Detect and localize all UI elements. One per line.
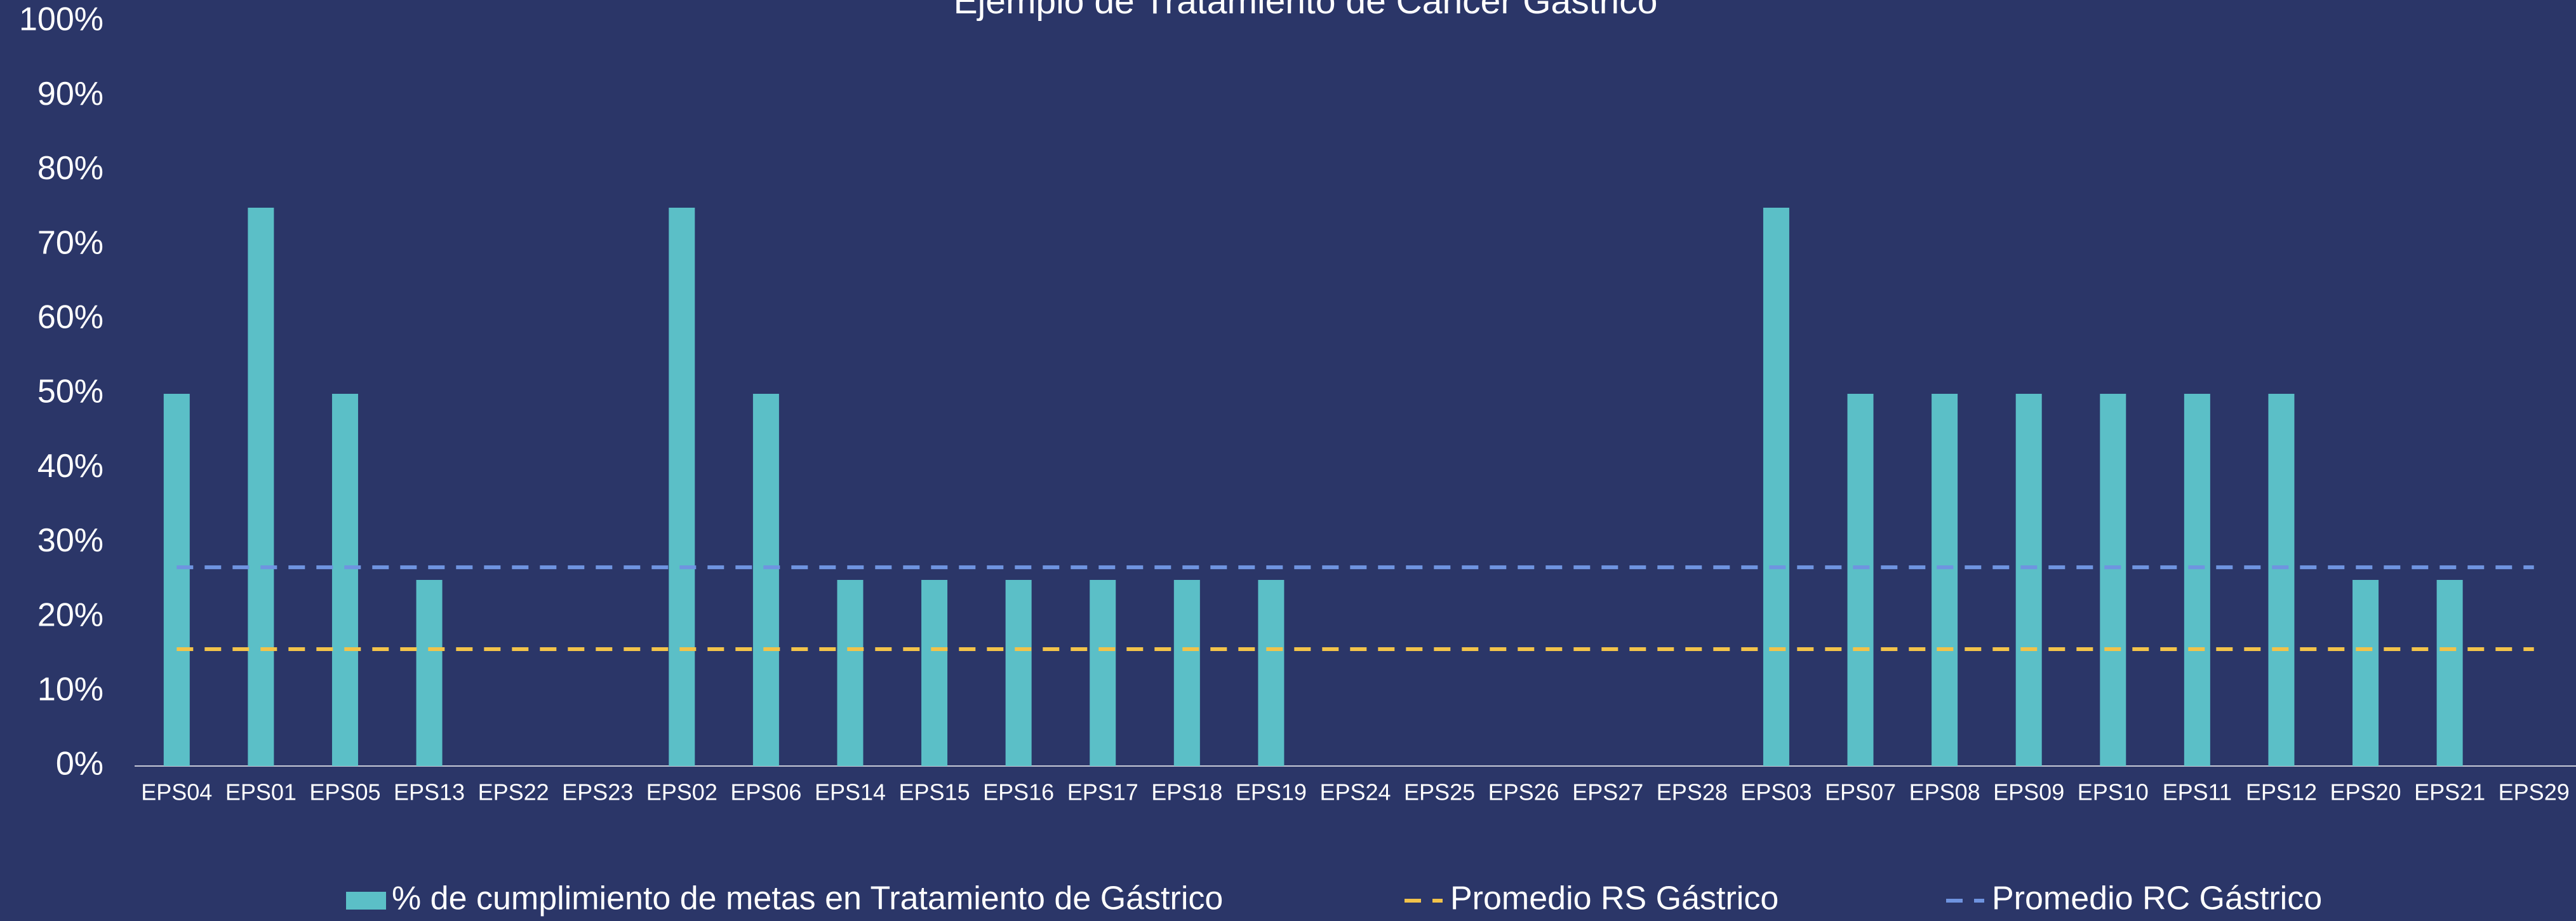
bar <box>163 394 190 766</box>
bar <box>2268 394 2295 766</box>
bar <box>1847 394 1874 766</box>
x-tick-label: EPS28 <box>1657 779 1728 805</box>
x-tick-label: EPS12 <box>2246 779 2317 805</box>
x-tick-label: EPS19 <box>1236 779 1307 805</box>
bar <box>2015 394 2042 766</box>
x-tick-label: EPS04 <box>141 779 212 805</box>
bar <box>1090 580 1116 766</box>
x-tick-label: EPS06 <box>730 779 801 805</box>
x-tick-label: EPS10 <box>2078 779 2149 805</box>
x-tick-label: EPS29 <box>2499 779 2570 805</box>
bar <box>752 394 779 766</box>
y-tick-label: 0% <box>56 746 103 783</box>
bar <box>669 208 695 766</box>
x-tick-label: EPS03 <box>1740 779 1812 805</box>
bar <box>1173 580 1200 766</box>
x-tick-label: EPS01 <box>225 779 297 805</box>
bar <box>1932 394 1958 766</box>
y-tick-label: 50% <box>37 373 103 410</box>
x-tick-label: EPS08 <box>1909 779 1980 805</box>
x-tick-label: EPS07 <box>1825 779 1896 805</box>
y-tick-label: 70% <box>37 224 103 261</box>
x-tick-label: EPS22 <box>478 779 549 805</box>
bar <box>2184 394 2210 766</box>
x-tick-label: EPS02 <box>646 779 717 805</box>
x-tick-label: EPS27 <box>1572 779 1643 805</box>
bar <box>2100 394 2126 766</box>
x-tick-label: EPS13 <box>394 779 465 805</box>
y-tick-label: 10% <box>37 671 103 708</box>
bar <box>2352 580 2379 766</box>
chart-title: Ejemplo de Tratamiento de Cáncer Gástric… <box>954 0 1658 22</box>
bar <box>416 580 443 766</box>
x-tick-label: EPS23 <box>562 779 633 805</box>
x-tick-label: EPS09 <box>1993 779 2064 805</box>
legend-label: Promedio RS Gástrico <box>1450 880 1779 917</box>
bar <box>837 580 864 766</box>
x-tick-label: EPS20 <box>2330 779 2401 805</box>
x-tick-label: EPS16 <box>983 779 1054 805</box>
legend-swatch <box>346 892 386 910</box>
bar <box>1005 580 1032 766</box>
y-tick-label: 90% <box>37 76 103 112</box>
y-tick-label: 30% <box>37 522 103 559</box>
bar <box>1763 208 1789 766</box>
x-tick-label: EPS21 <box>2414 779 2485 805</box>
y-tick-label: 60% <box>37 299 103 336</box>
bar <box>2436 580 2463 766</box>
bar <box>331 394 358 766</box>
bar <box>248 208 274 766</box>
y-tick-label: 40% <box>37 448 103 485</box>
legend-label: % de cumplimiento de metas en Tratamient… <box>392 880 1223 917</box>
x-tick-label: EPS15 <box>899 779 970 805</box>
bar <box>921 580 948 766</box>
legend-label: Promedio RC Gástrico <box>1992 880 2322 917</box>
x-tick-label: EPS17 <box>1067 779 1138 805</box>
x-tick-label: EPS11 <box>2163 779 2232 805</box>
x-tick-label: EPS14 <box>815 779 886 805</box>
y-tick-label: 100% <box>19 1 103 38</box>
y-tick-label: 20% <box>37 596 103 633</box>
x-tick-label: EPS24 <box>1319 779 1391 805</box>
bar <box>1258 580 1285 766</box>
x-tick-label: EPS18 <box>1151 779 1222 805</box>
x-tick-label: EPS25 <box>1404 779 1475 805</box>
y-tick-label: 80% <box>37 150 103 187</box>
x-tick-label: EPS05 <box>309 779 380 805</box>
x-tick-label: EPS26 <box>1488 779 1559 805</box>
